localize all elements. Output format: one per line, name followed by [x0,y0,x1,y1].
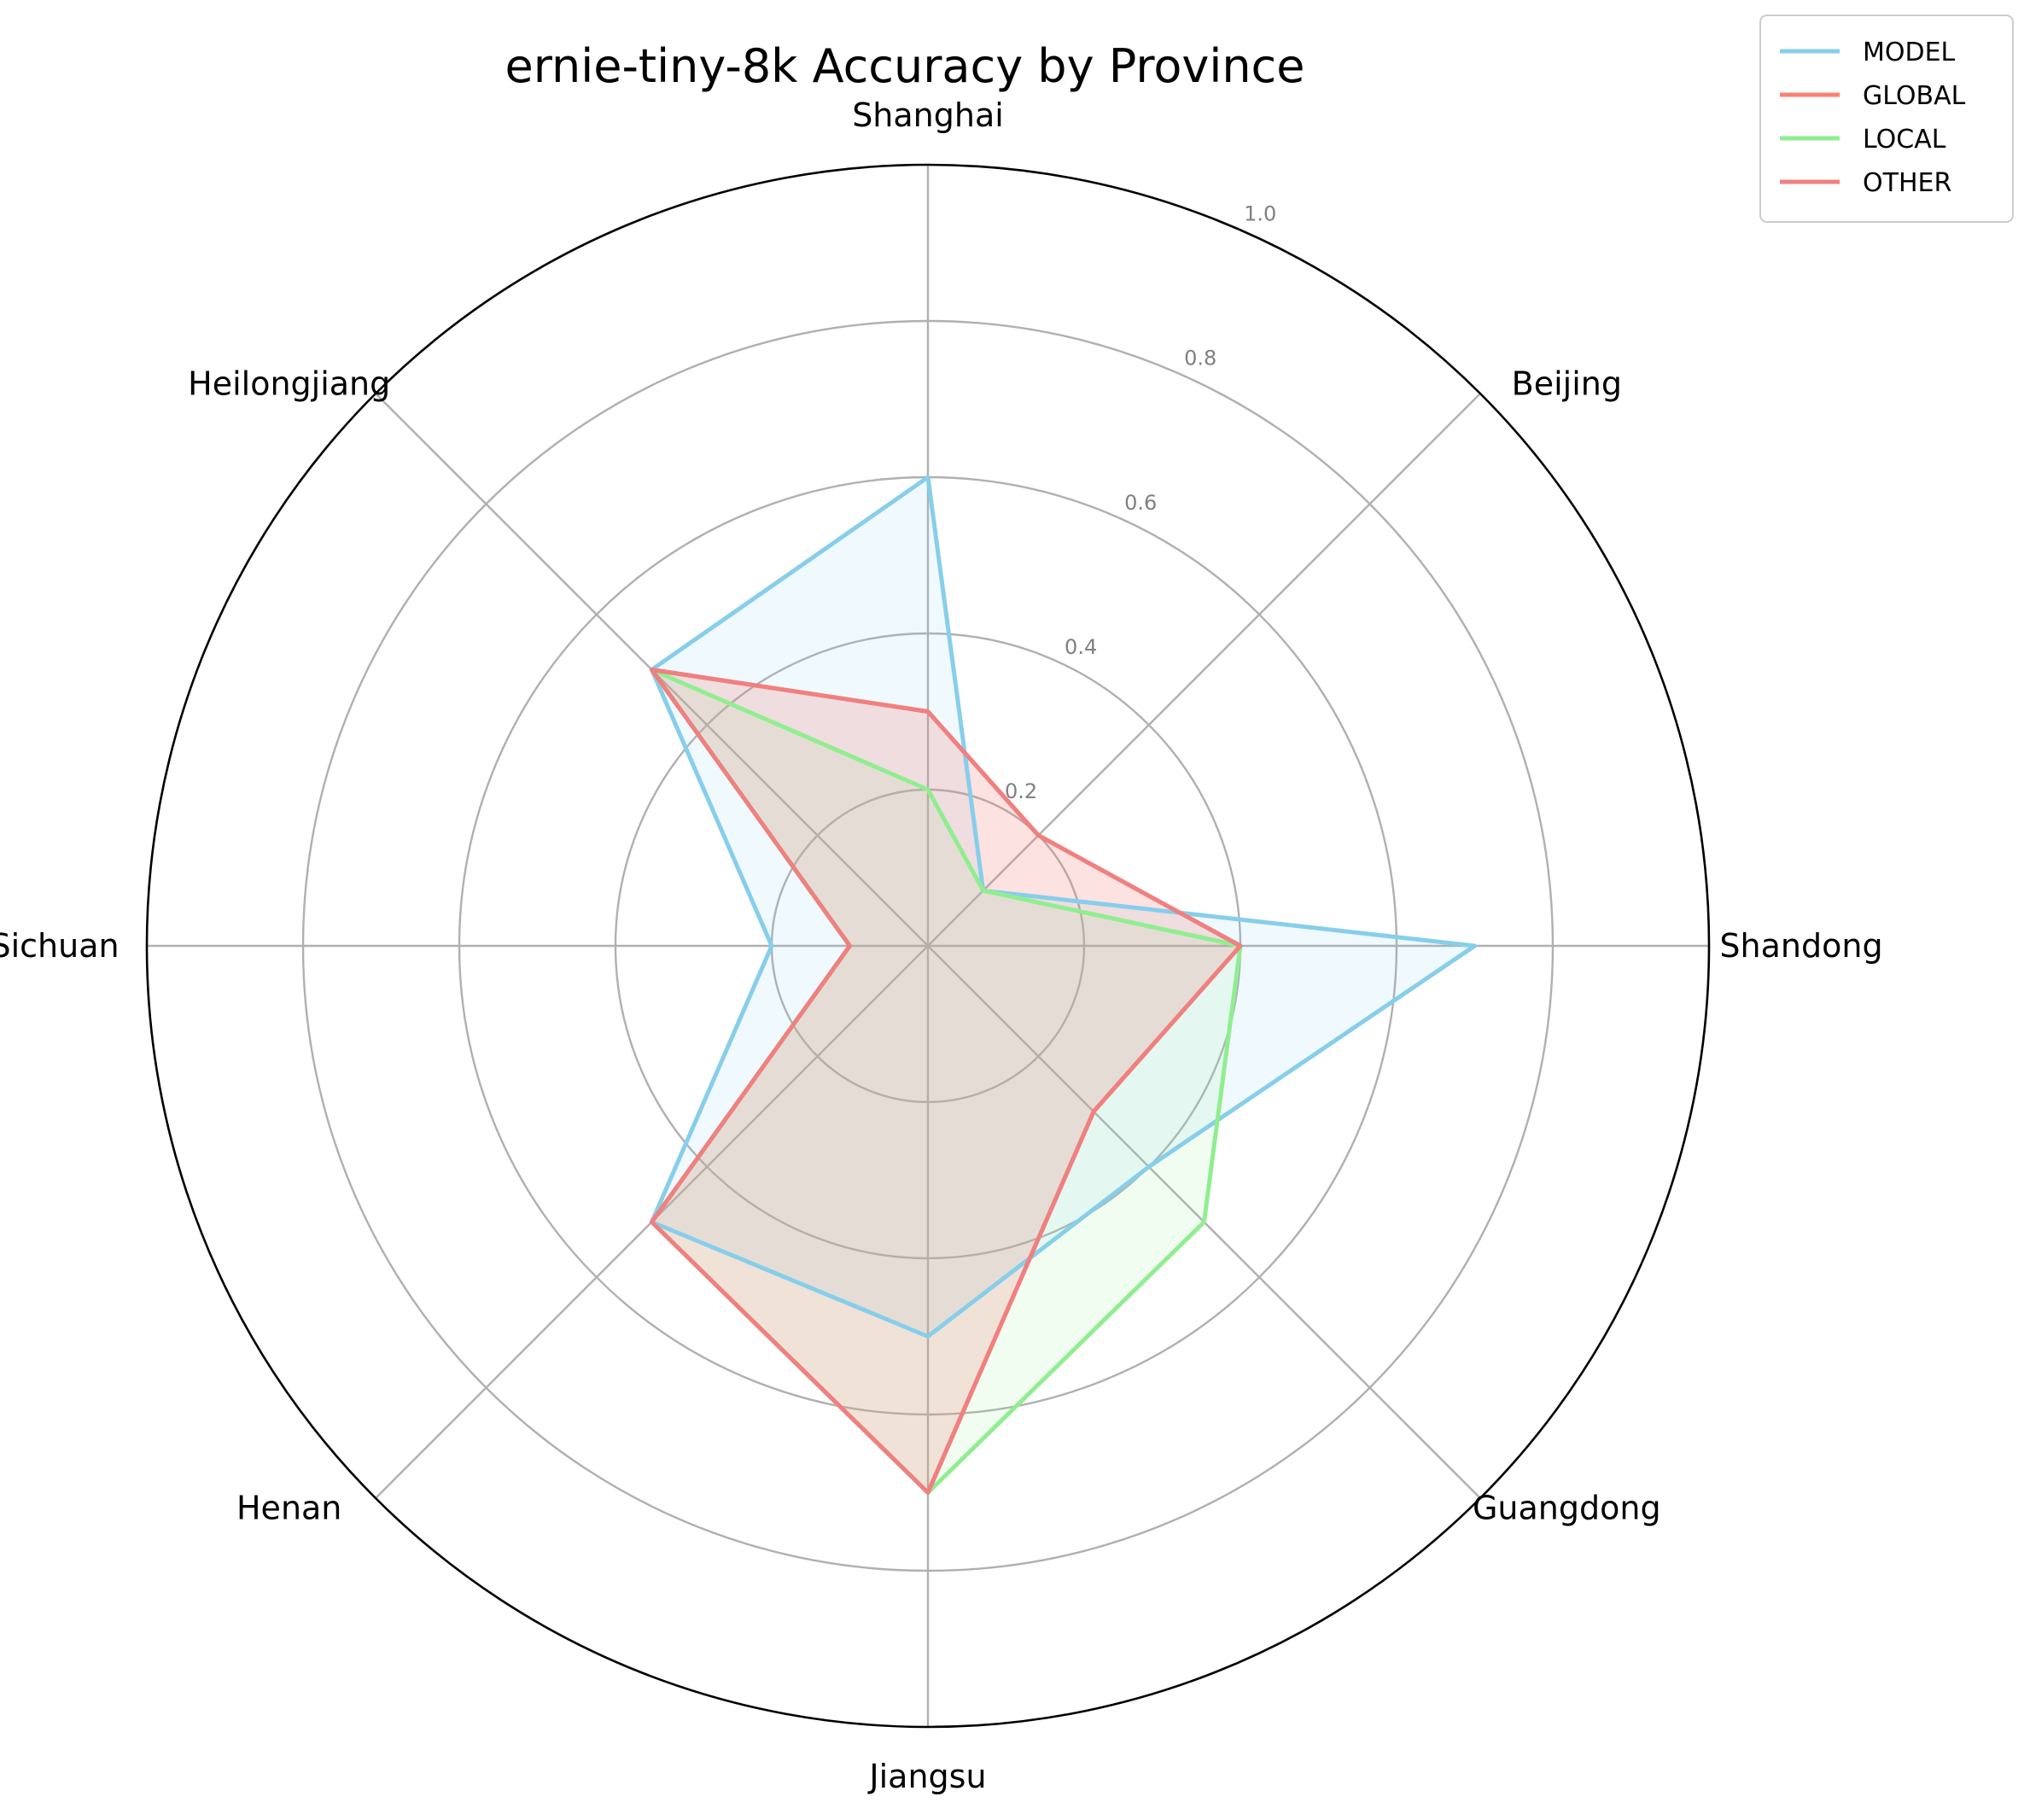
category-label-heilongjiang: Heilongjiang [188,365,390,403]
label-layer: 0.2 0.4 0.6 0.8 1.0 Shanghai Beijing Shandong Gu… [0,96,1883,1795]
radial-tick-label: 1.0 [1244,202,1276,226]
series-fill-other [651,669,1240,1493]
legend-label-local: LOCAL [1863,125,1946,155]
category-label-sichuan: Sichuan [0,927,120,965]
legend: MODEL GLOBAL LOCAL OTHER [1759,15,2014,223]
category-label-beijing: Beijing [1512,365,1622,403]
series-fill-local [651,669,1240,1493]
radial-tick-label: 0.8 [1184,347,1216,370]
category-label-henan: Henan [236,1489,341,1526]
radial-tick-label: 0.4 [1065,635,1097,659]
outer-frame [145,163,1711,1729]
legend-label-global: GLOBAL [1863,81,1966,111]
legend-label-model: MODEL [1863,38,1956,67]
radial-tick-label: 0.6 [1124,491,1157,515]
category-label-guangdong: Guangdong [1473,1489,1661,1526]
legend-label-other: OTHER [1863,168,1951,198]
series-fill-global [651,669,1240,1493]
series-layer [650,475,1477,1495]
legend-frame [1759,15,2014,223]
spoke-1 [927,393,1481,947]
category-label-jiangsu: Jiangsu [867,1758,986,1795]
category-label-shandong: Shandong [1719,927,1882,965]
chart-title: ernie-tiny-8k Accuracy by Province [505,39,1305,93]
category-label-shanghai: Shanghai [852,96,1004,134]
radial-tick-label: 0.2 [1005,779,1037,803]
series-line-other [650,668,1243,1495]
series-line-model [650,475,1477,1339]
